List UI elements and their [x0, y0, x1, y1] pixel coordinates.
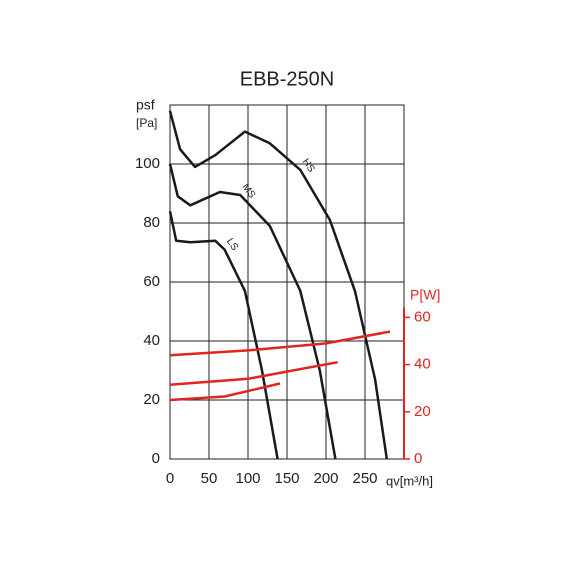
- x-tick-label: 250: [352, 470, 377, 487]
- y2-tick-label: 0: [414, 450, 422, 467]
- series-line: [168, 210, 279, 460]
- y2-tick-label: 60: [414, 308, 431, 325]
- x-tick-label: 0: [166, 470, 174, 487]
- series-line: [168, 110, 389, 460]
- x-tick-label: 200: [313, 470, 338, 487]
- y-tick-label: 60: [143, 273, 160, 290]
- y2-tick-label: 20: [414, 403, 431, 420]
- y2-label: P[W]: [410, 287, 440, 303]
- chart-title: EBB-250N: [240, 68, 335, 90]
- y-tick-label: 20: [143, 391, 160, 408]
- y2-tick-label: 40: [414, 356, 431, 373]
- y-unit: [Pa]: [136, 116, 157, 130]
- series-line: [169, 330, 391, 357]
- x-tick-label: 100: [235, 470, 260, 487]
- series-line: [169, 360, 338, 386]
- x-label: qv[m³/h]: [386, 473, 433, 488]
- y-tick-label: 100: [135, 155, 160, 172]
- series-line: [169, 382, 281, 402]
- y-tick-label: 0: [152, 450, 160, 467]
- y-label: psf: [136, 97, 155, 113]
- series-line: [168, 163, 337, 460]
- y-tick-label: 80: [143, 214, 160, 231]
- y-tick-label: 40: [143, 332, 160, 349]
- x-tick-label: 50: [201, 470, 218, 487]
- x-tick-label: 150: [274, 470, 299, 487]
